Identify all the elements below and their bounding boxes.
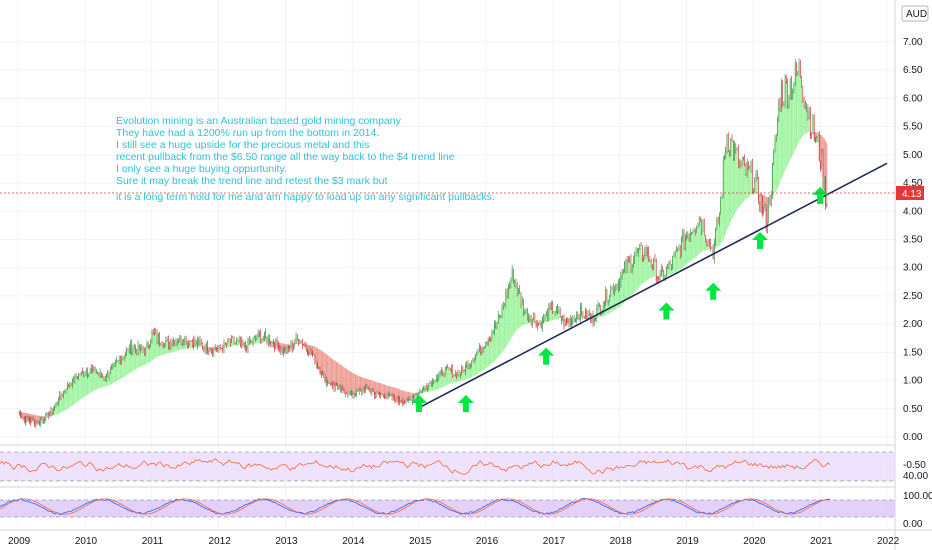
- x-tick-label: 2016: [476, 536, 499, 547]
- stoch-axis-label-low: 0.00: [903, 519, 923, 530]
- price-tag-background: [896, 186, 924, 200]
- trendline: [418, 162, 888, 409]
- x-tick-label: 2018: [610, 536, 633, 547]
- price-axis: -0.50 0.00 0.50 1.00 1.50 2.00 2.50 3.00 3.50 4.0…: [903, 37, 926, 471]
- annotation-line: They have had a 1200% run up from the bo…: [116, 127, 379, 139]
- price-tag-value: 4.13: [902, 189, 922, 200]
- x-tick-label: 2022: [877, 536, 900, 547]
- buy-arrow: [457, 395, 474, 412]
- buy-arrow: [538, 347, 555, 365]
- time-axis: 2009 2010 2011 2012 2013 2014 2015 2016 2017 2018…: [8, 536, 900, 547]
- y-tick-label: 4.00: [903, 206, 923, 217]
- buy-arrow: [812, 186, 829, 204]
- x-tick-label: 2020: [743, 536, 766, 547]
- trendline-segment: [418, 162, 888, 409]
- x-tick-label: 2019: [676, 536, 699, 547]
- rsi-axis-label: 40.00: [903, 471, 928, 482]
- buy-arrow: [658, 302, 675, 320]
- y-tick-label: 2.00: [903, 319, 923, 330]
- y-tick-label: 0.50: [903, 404, 923, 415]
- y-tick-label: 5.50: [903, 122, 923, 133]
- x-tick-label: 2012: [209, 536, 232, 547]
- buy-arrow: [751, 232, 768, 249]
- annotation-text: Evolution mining is an Australian based …: [116, 115, 495, 203]
- buy-arrow: [411, 395, 428, 412]
- annotation-line: it is a long term hold for me and am hap…: [116, 191, 495, 203]
- y-tick-label: 6.50: [903, 65, 923, 76]
- buy-arrows: [411, 186, 829, 412]
- x-tick-label: 2014: [342, 536, 365, 547]
- annotation-line: recent pullback from the $6.50 range all…: [116, 151, 455, 163]
- currency-selector[interactable]: AUD: [901, 5, 929, 22]
- x-tick-label: 2010: [75, 536, 98, 547]
- annotation-line: Evolution mining is an Australian based …: [116, 115, 402, 127]
- y-tick-label: 3.00: [903, 263, 923, 274]
- y-tick-label: 6.00: [903, 93, 923, 104]
- y-tick-label: 2.50: [903, 291, 923, 302]
- y-tick-label: 1.00: [903, 376, 923, 387]
- y-tick-label: 4.50: [903, 178, 923, 189]
- rsi-line: [0, 458, 831, 475]
- price-series: [18, 58, 828, 429]
- x-tick-label: 2015: [409, 536, 432, 547]
- x-tick-label: 2013: [275, 536, 298, 547]
- y-tick-label: 3.50: [903, 235, 923, 246]
- y-tick-label: 7.00: [903, 37, 923, 48]
- stoch-axis-label-high: 100.00: [903, 491, 932, 502]
- buy-arrow: [705, 282, 722, 300]
- annotation-line: I only see a huge buying oppurtunity.: [116, 163, 287, 175]
- x-tick-label: 2009: [8, 536, 31, 547]
- y-tick-label: -0.50: [903, 460, 926, 471]
- currency-box[interactable]: [901, 5, 929, 22]
- x-tick-label: 2011: [142, 536, 164, 547]
- last-price-tag: 4.13: [896, 186, 924, 200]
- y-tick-label: 1.50: [903, 347, 923, 358]
- x-tick-label: 2017: [543, 536, 566, 547]
- currency-label: AUD: [906, 9, 927, 20]
- y-tick-label: 0.00: [903, 432, 923, 443]
- stoch-d-line: [0, 498, 831, 515]
- annotation-line: Sure it may break the trend line and ret…: [116, 175, 387, 187]
- x-tick-label: 2021: [810, 536, 833, 547]
- annotation-line: I still see a huge upside for the precio…: [116, 139, 369, 151]
- y-tick-label: 5.00: [903, 150, 923, 161]
